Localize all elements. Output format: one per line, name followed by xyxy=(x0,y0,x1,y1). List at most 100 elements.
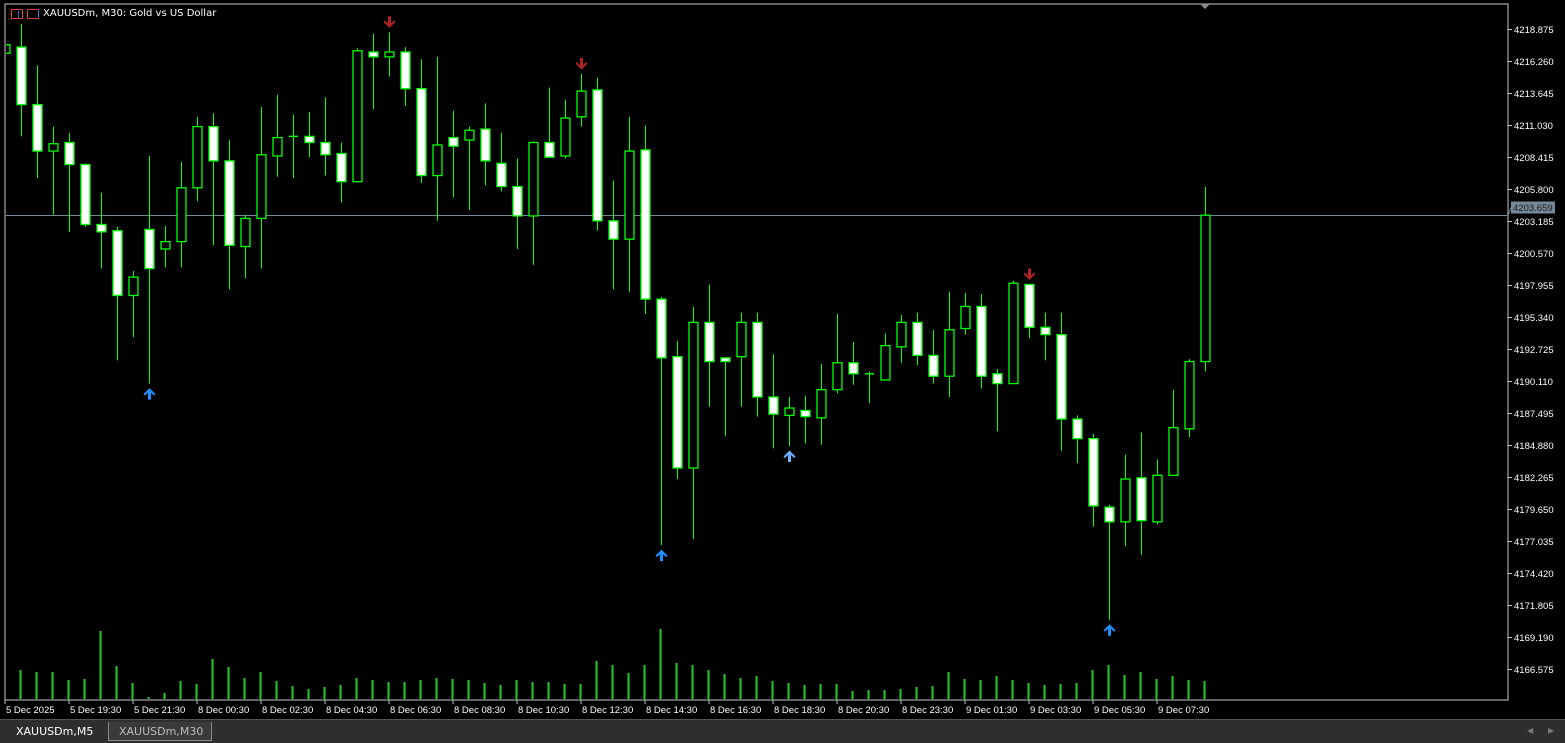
current-price-label: 4203.659 xyxy=(1513,203,1553,214)
candle-bull xyxy=(352,50,363,183)
y-tick-label: 4166.575 xyxy=(1514,665,1554,676)
y-tick-label: 4213.645 xyxy=(1514,89,1554,100)
candle-bear xyxy=(304,135,315,144)
candle-bear xyxy=(1024,283,1035,328)
scroll-right-icon[interactable]: ▶ xyxy=(1548,726,1555,735)
candle-bull xyxy=(1200,214,1211,363)
plot-area[interactable] xyxy=(1,16,1508,699)
y-tick-label: 4177.035 xyxy=(1514,537,1554,548)
plot-frame xyxy=(4,3,1509,701)
chart-title: XAUUSDm, M30: Gold vs US Dollar xyxy=(43,8,217,19)
candle-bear xyxy=(496,162,507,188)
candle-bear xyxy=(656,298,667,359)
y-tick-label: 4200.570 xyxy=(1514,249,1554,260)
candle-bull xyxy=(560,117,571,157)
candle-bear xyxy=(208,125,219,162)
y-tick-label: 4171.805 xyxy=(1514,601,1554,612)
current-price-badge xyxy=(1511,201,1555,214)
candle-bear xyxy=(720,357,731,363)
candle-bear xyxy=(608,220,619,240)
x-tick-label: 8 Dec 18:30 xyxy=(774,705,825,716)
candle-bull xyxy=(160,240,171,250)
candle-bear xyxy=(368,51,379,58)
sell-arrow-icon xyxy=(575,57,588,70)
buy-arrow-icon xyxy=(783,450,796,462)
candle-bull xyxy=(432,144,443,177)
candle-bear xyxy=(400,51,411,90)
current-price-connector xyxy=(1507,207,1512,216)
candle-bear xyxy=(64,141,75,166)
y-tick-label: 4174.420 xyxy=(1514,569,1554,580)
tab-xauusdm-m30[interactable]: XAUUSDm,M30 xyxy=(108,722,212,741)
buy-arrow-icon xyxy=(143,388,156,400)
candle-bull xyxy=(384,51,395,58)
candle-bull xyxy=(832,362,843,391)
candle-bear xyxy=(512,185,523,217)
y-tick-label: 4203.185 xyxy=(1514,217,1554,228)
candle-bull xyxy=(896,321,907,348)
chart-list-icon[interactable] xyxy=(11,8,23,19)
chart-tabs: XAUUSDm,M5 XAUUSDm,M30 ◀ ▶ xyxy=(0,719,1565,743)
candle-bull xyxy=(1120,478,1131,523)
x-tick-label: 8 Dec 00:30 xyxy=(198,705,249,716)
x-tick-label: 5 Dec 19:30 xyxy=(70,705,121,716)
candle-bull xyxy=(128,276,139,297)
candle-bull xyxy=(960,305,971,330)
x-tick-label: 8 Dec 04:30 xyxy=(326,705,377,716)
candle-bear xyxy=(1072,418,1083,440)
candle-bear xyxy=(96,223,107,233)
candle-bear xyxy=(976,305,987,377)
candle-bull xyxy=(192,125,203,189)
candle-bull xyxy=(464,129,475,141)
candle-bear xyxy=(320,141,331,156)
tab-xauusdm-m5[interactable]: XAUUSDm,M5 xyxy=(6,722,108,741)
candle-bear xyxy=(1088,437,1099,507)
y-tick-label: 4208.415 xyxy=(1514,153,1554,164)
candle-bear xyxy=(416,88,427,177)
candle-bear xyxy=(448,136,459,147)
x-tick-label: 5 Dec 2025 xyxy=(6,705,55,716)
candle-bear xyxy=(992,373,1003,385)
candle-bear xyxy=(144,228,155,270)
candle-bear xyxy=(752,321,763,398)
chart-shift-marker-icon[interactable] xyxy=(1200,4,1210,9)
y-tick-label: 4190.110 xyxy=(1514,377,1553,388)
x-tick-label: 8 Dec 06:30 xyxy=(390,705,441,716)
candle-bear xyxy=(800,409,811,418)
x-tick-label: 9 Dec 03:30 xyxy=(1030,705,1081,716)
candle-bear xyxy=(1104,506,1115,523)
x-tick-label: 9 Dec 07:30 xyxy=(1158,705,1209,716)
candle-bull xyxy=(784,407,795,417)
chart-properties-icon[interactable] xyxy=(27,8,39,19)
candle-bear xyxy=(848,362,859,375)
candle-bear xyxy=(1136,477,1147,522)
candle-bear xyxy=(640,149,651,300)
y-tick-label: 4216.260 xyxy=(1514,57,1554,68)
candle-bull xyxy=(1184,360,1195,430)
x-tick-label: 8 Dec 14:30 xyxy=(646,705,697,716)
candle-bull xyxy=(816,389,827,419)
candle-bear xyxy=(16,46,27,106)
y-tick-label: 4182.265 xyxy=(1514,473,1554,484)
y-tick-label: 4211.030 xyxy=(1514,121,1553,132)
y-tick-label: 4195.340 xyxy=(1514,313,1554,324)
candle-bear xyxy=(544,141,555,158)
candle-bull xyxy=(688,321,699,469)
buy-arrow-icon xyxy=(655,549,668,562)
x-tick-label: 9 Dec 01:30 xyxy=(966,705,1017,716)
x-tick-label: 8 Dec 23:30 xyxy=(902,705,953,716)
candle-bull xyxy=(624,150,635,240)
candle-bear xyxy=(32,103,43,152)
candle-bull xyxy=(1008,282,1019,385)
y-tick-label: 4218.875 xyxy=(1514,25,1554,36)
candle-bull xyxy=(256,154,267,220)
candle-bull xyxy=(240,217,251,248)
candle-bull xyxy=(48,143,59,152)
sell-arrow-icon xyxy=(1023,268,1036,280)
candle-bear xyxy=(912,321,923,357)
scroll-left-icon[interactable]: ◀ xyxy=(1527,726,1534,735)
y-tick-label: 4192.725 xyxy=(1514,345,1554,356)
candle-bear xyxy=(80,163,91,226)
candle-bear xyxy=(592,89,603,222)
